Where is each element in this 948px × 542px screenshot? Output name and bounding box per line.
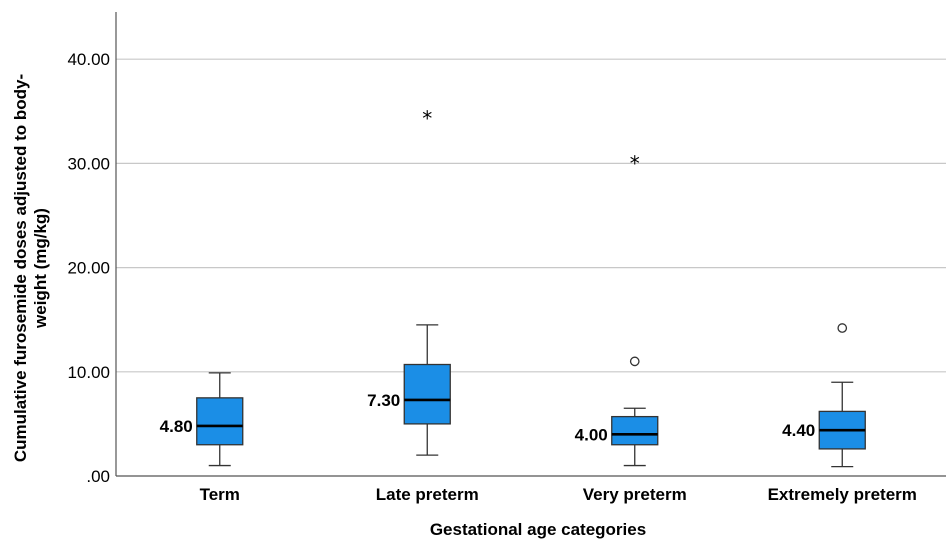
y-tick-label: 10.00 <box>67 363 110 382</box>
y-tick-label: 20.00 <box>67 259 110 278</box>
iqr-box <box>611 415 659 446</box>
y-axis-title-line-2: weight (mg/kg) <box>31 208 50 329</box>
axes <box>115 12 946 477</box>
median-label: 4.80 <box>160 417 193 436</box>
median-label: 7.30 <box>367 391 400 410</box>
median-label: 4.00 <box>575 425 608 444</box>
x-tick-label: Very preterm <box>583 485 687 504</box>
y-tick-label: 30.00 <box>67 154 110 173</box>
iqr-box <box>403 363 451 425</box>
y-tick-label: .00 <box>86 467 110 486</box>
box-group: 7.30 * <box>367 107 451 456</box>
extreme-point: * <box>630 151 640 175</box>
median-label: 4.40 <box>782 421 815 440</box>
box-group: 4.00 * <box>575 151 659 467</box>
box-group: 4.80 <box>160 372 244 467</box>
y-axis-title-line-1: Cumulative furosemide doses adjusted to … <box>11 74 30 462</box>
x-tick-label: Term <box>200 485 240 504</box>
x-axis-title: Gestational age categories <box>430 520 646 539</box>
outlier-point <box>837 323 848 333</box>
gridlines <box>116 58 946 373</box>
extreme-point: * <box>422 107 432 131</box>
y-tick-labels: .00 10.00 20.00 30.00 40.00 <box>67 50 110 486</box>
outlier-point <box>629 356 640 367</box>
iqr-box <box>196 397 244 446</box>
x-tick-labels: Term Late preterm Very preterm Extremely pr… <box>200 485 917 504</box>
boxes: 4.80 7.30 * 4.00 * 4.40 <box>160 107 866 468</box>
y-tick-label: 40.00 <box>67 50 110 69</box>
y-axis-title: Cumulative furosemide doses adjusted to … <box>11 74 50 462</box>
box-group: 4.40 <box>782 323 866 468</box>
x-tick-label: Extremely preterm <box>768 485 917 504</box>
x-tick-label: Late preterm <box>376 485 479 504</box>
